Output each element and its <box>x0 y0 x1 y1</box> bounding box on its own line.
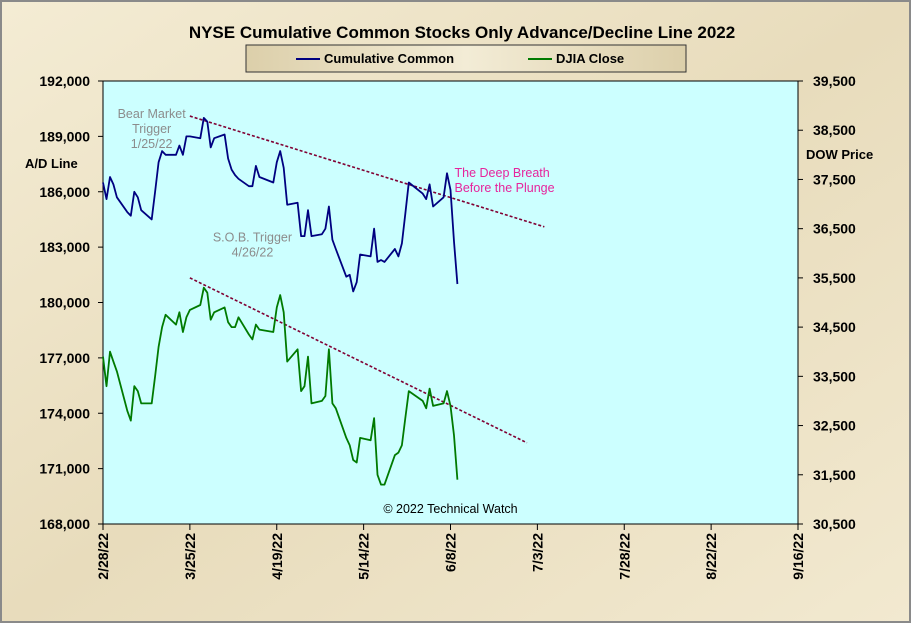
y-right-tick-label: 30,500 <box>813 516 856 532</box>
annotation-3-line: © 2022 Technical Watch <box>383 502 517 516</box>
trendline-djia <box>189 277 528 444</box>
series-line-djia-close <box>102 286 459 486</box>
annotation-0-line: Bear Market <box>118 107 187 121</box>
annotation-2-line: Before the Plunge <box>455 181 555 195</box>
y-right-tick-label: 31,500 <box>813 467 856 483</box>
annotation-1-line: 4/26/22 <box>232 246 274 260</box>
x-tick-label: 7/3/22 <box>529 533 545 572</box>
legend-label-cumulative: Cumulative Common <box>324 51 454 66</box>
y-right-tick-label: 36,500 <box>813 221 856 237</box>
x-tick-label: 2/28/22 <box>95 533 111 580</box>
y-left-tick-label: 180,000 <box>39 295 90 311</box>
y-left-tick-label: 171,000 <box>39 461 90 477</box>
y-left-tick-label: 186,000 <box>39 184 90 200</box>
series-line-cumulative-common <box>102 117 459 293</box>
x-tick-label: 6/8/22 <box>443 533 459 572</box>
y-left-tick-label: 192,000 <box>39 73 90 89</box>
trendline-ad <box>189 115 545 228</box>
annotation-2-line: The Deep Breath <box>455 166 550 180</box>
annotation-0-line: Trigger <box>132 122 171 136</box>
plot-area <box>102 80 799 525</box>
y-left-tick-label: 189,000 <box>39 128 90 144</box>
annotation-0-line: 1/25/22 <box>131 137 173 151</box>
annotation-1-line: S.O.B. Trigger <box>213 231 292 245</box>
y-right-tick-label: 39,500 <box>813 73 856 89</box>
y-right-tick-label: 32,500 <box>813 418 856 434</box>
x-tick-label: 5/14/22 <box>356 533 372 580</box>
x-tick-label: 4/19/22 <box>269 533 285 580</box>
y-left-tick-label: 174,000 <box>39 405 90 421</box>
chart-title: NYSE Cumulative Common Stocks Only Advan… <box>189 23 735 42</box>
y-right-tick-label: 34,500 <box>813 319 856 335</box>
x-tick-label: 8/22/22 <box>703 533 719 580</box>
x-tick-label: 9/16/22 <box>790 533 806 580</box>
y-axis-right-label: DOW Price <box>806 147 873 162</box>
y-left-tick-label: 183,000 <box>39 239 90 255</box>
y-left-tick-label: 177,000 <box>39 350 90 366</box>
x-tick-label: 7/28/22 <box>616 533 632 580</box>
y-left-tick-label: 168,000 <box>39 516 90 532</box>
y-right-tick-label: 38,500 <box>813 122 856 138</box>
y-right-tick-label: 37,500 <box>813 171 856 187</box>
y-axis-left-label: A/D Line <box>25 156 78 171</box>
chart-marks: NYSE Cumulative Common Stocks Only Advan… <box>25 23 873 580</box>
legend-label-djia: DJIA Close <box>556 51 624 66</box>
x-tick-label: 3/25/22 <box>182 533 198 580</box>
y-right-tick-label: 35,500 <box>813 270 856 286</box>
y-right-tick-label: 33,500 <box>813 368 856 384</box>
